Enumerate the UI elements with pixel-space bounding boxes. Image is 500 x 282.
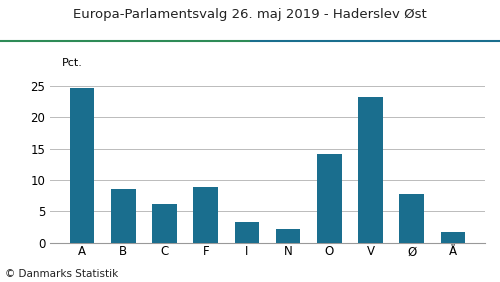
Bar (234, 222, 260, 243)
Bar (152, 204, 177, 243)
Bar (317, 154, 342, 243)
Bar (194, 187, 218, 243)
Bar (70, 88, 94, 243)
Bar (276, 229, 300, 243)
Text: Pct.: Pct. (62, 58, 82, 68)
Bar (400, 194, 424, 243)
Bar (111, 189, 136, 243)
Bar (358, 96, 383, 243)
Bar (440, 232, 465, 243)
Text: © Danmarks Statistik: © Danmarks Statistik (5, 269, 118, 279)
Text: Europa-Parlamentsvalg 26. maj 2019 - Haderslev Øst: Europa-Parlamentsvalg 26. maj 2019 - Had… (73, 8, 427, 21)
